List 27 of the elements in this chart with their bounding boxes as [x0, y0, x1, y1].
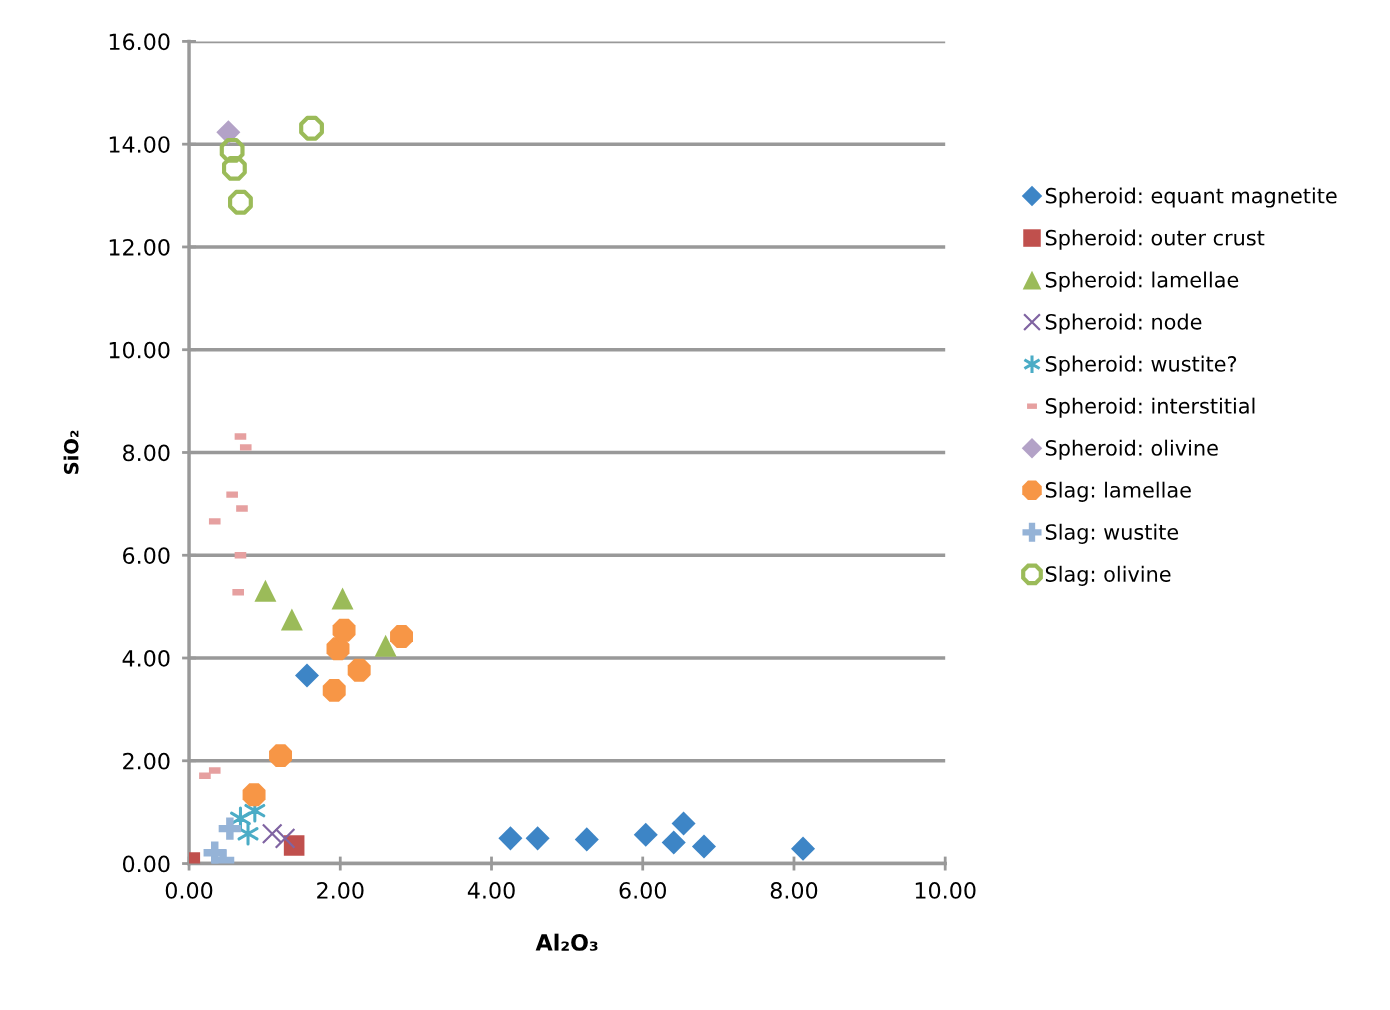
legend-label: Spheroid: equant magnetite [1045, 187, 1337, 208]
legend-label: Spheroid: interstitial [1045, 397, 1255, 418]
x-tick-label: 8.00 [770, 882, 818, 899]
y-axis-title: SiO₂ [63, 430, 79, 474]
y-tick-label: 6.00 [123, 547, 170, 565]
x-tick-label: 10.00 [915, 882, 976, 899]
x-axis-title: Al₂O₃ [535, 933, 598, 951]
y-tick-label: 0.00 [122, 855, 170, 873]
legend-label: Spheroid: node [1045, 313, 1202, 334]
y-tick-label: 12.00 [109, 238, 170, 256]
x-tick-label: 4.00 [467, 882, 515, 899]
y-tick-label: 10.00 [109, 341, 170, 359]
x-tick-label: 2.00 [317, 882, 364, 899]
legend-label: Spheroid: wustite? [1045, 355, 1237, 376]
x-tick-label: 0.00 [165, 882, 213, 899]
y-tick-label: 4.00 [122, 649, 170, 667]
legend-label: Spheroid: lamellae [1045, 271, 1239, 292]
y-tick-label: 16.00 [109, 33, 170, 51]
y-tick-label: 8.00 [123, 444, 170, 462]
legend-label: Slag: lamellae [1045, 481, 1191, 502]
legend-label: Slag: olivine [1045, 565, 1171, 586]
legend-label: Spheroid: outer crust [1045, 229, 1265, 250]
y-tick-label: 14.00 [109, 136, 170, 153]
y-tick-label: 2.00 [123, 752, 170, 770]
legend-label: Spheroid: olivine [1045, 439, 1218, 460]
legend-label: Slag: wustite [1045, 523, 1179, 544]
x-tick-label: 6.00 [619, 882, 666, 899]
